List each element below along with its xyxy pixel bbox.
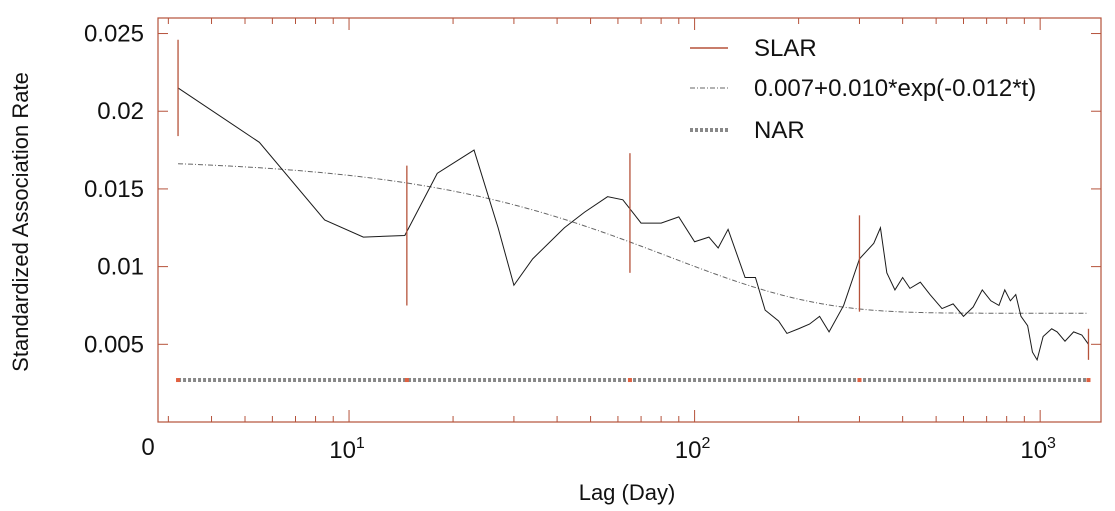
slar-line — [177, 87, 1089, 362]
x-tick-label: 103 — [1020, 435, 1056, 464]
fit-curve — [178, 163, 1089, 314]
y-tick-label: 0.025 — [84, 21, 144, 48]
legend: SLAR 0.007+0.010*exp(-0.012*t) NAR — [690, 35, 1036, 144]
x-tick-label: 102 — [675, 435, 711, 464]
x-origin-label: 0 — [141, 434, 154, 461]
x-axis-ticks: 101 102 103 — [167, 18, 1056, 464]
series-layer — [176, 39, 1091, 383]
y-tick-label: 0.01 — [97, 254, 144, 281]
y-tick-label: 0.005 — [84, 331, 144, 358]
plot-frame — [157, 17, 1102, 423]
nar-marker — [176, 378, 181, 383]
x-axis-title: Lag (Day) — [579, 480, 676, 505]
legend-label-slar: SLAR — [754, 35, 817, 62]
nar-marker — [1086, 378, 1091, 383]
nar-marker — [627, 378, 632, 383]
legend-label-nar: NAR — [754, 117, 805, 144]
y-axis-ticks: 0.005 0.01 0.015 0.02 0.025 — [84, 21, 1101, 358]
nar-marker — [404, 378, 409, 383]
x-tick-label: 101 — [329, 435, 365, 464]
legend-label-fit: 0.007+0.010*exp(-0.012*t) — [754, 75, 1036, 102]
nar-marker — [857, 378, 862, 383]
y-tick-label: 0.02 — [97, 98, 144, 125]
y-tick-label: 0.015 — [84, 176, 144, 203]
y-axis-title: Standardized Association Rate — [8, 72, 33, 372]
